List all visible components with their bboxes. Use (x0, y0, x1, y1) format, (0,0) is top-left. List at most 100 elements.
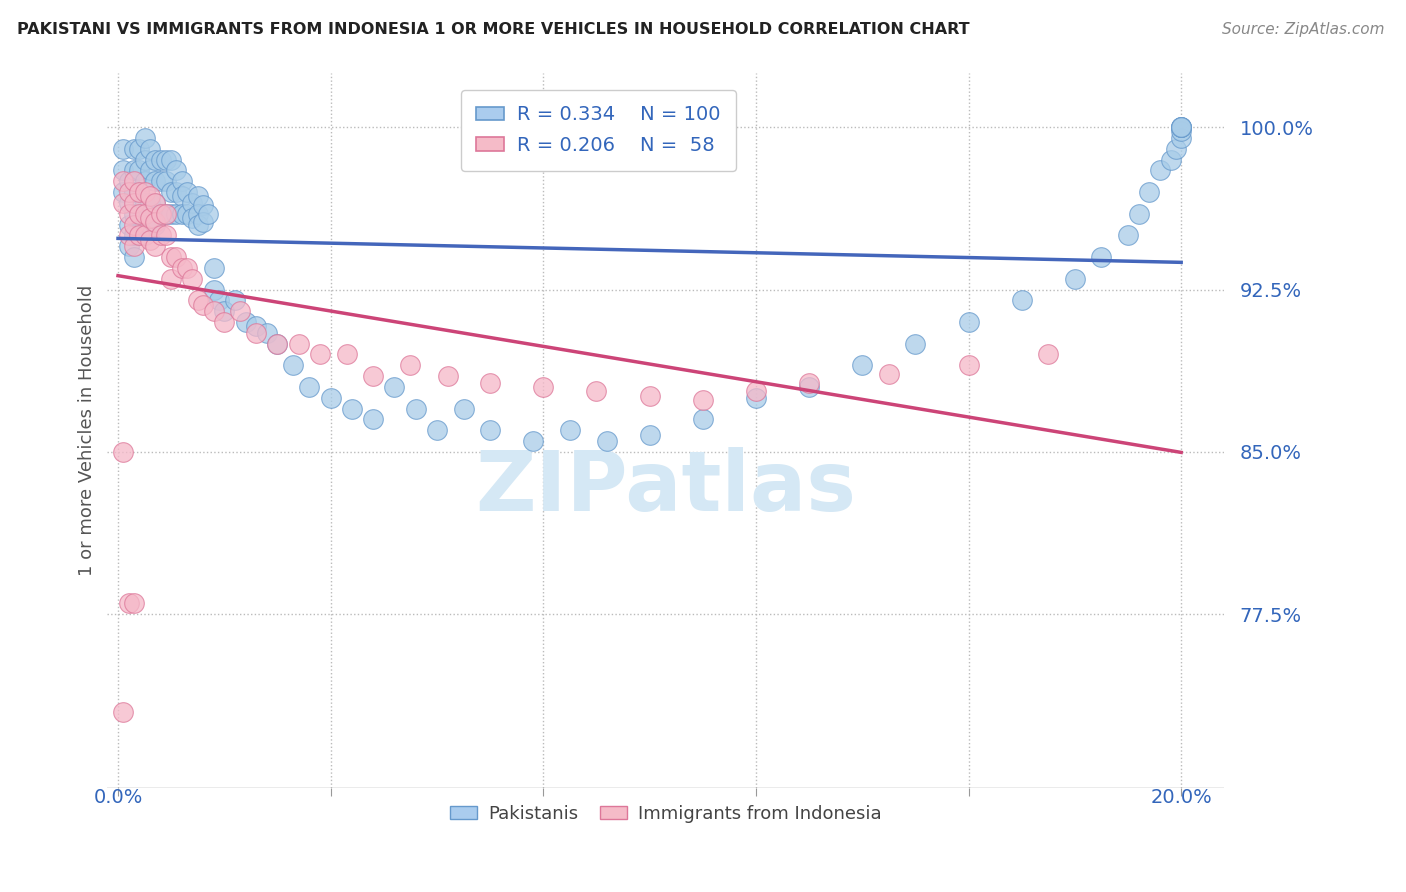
Point (143, 215, 166, 229)
Point (112, 163, 135, 178)
Point (1170, 124, 1192, 138)
Point (361, 412, 384, 426)
Point (166, 163, 188, 178)
Point (143, 239, 166, 253)
Point (309, 347, 332, 361)
Point (1170, 120, 1192, 135)
Point (191, 298, 214, 312)
Point (426, 423, 449, 437)
Point (122, 207, 145, 221)
Point (224, 293, 246, 308)
Point (399, 359, 422, 373)
Point (170, 174, 193, 188)
Point (155, 228, 177, 243)
Point (166, 185, 188, 199)
Point (122, 163, 145, 178)
Point (638, 389, 661, 403)
Legend: Pakistanis, Immigrants from Indonesia: Pakistanis, Immigrants from Indonesia (443, 797, 889, 830)
Point (155, 207, 177, 221)
Point (122, 228, 145, 243)
Point (531, 380, 554, 394)
Point (170, 189, 193, 203)
Point (181, 271, 204, 285)
Point (134, 207, 156, 221)
Point (197, 207, 219, 221)
Point (176, 185, 198, 199)
Point (155, 153, 177, 167)
Point (155, 207, 177, 221)
Point (797, 380, 820, 394)
Point (128, 185, 150, 199)
Point (1116, 228, 1139, 243)
Point (112, 174, 135, 188)
Point (436, 369, 458, 384)
Point (235, 315, 257, 329)
Point (904, 336, 927, 351)
Point (745, 384, 768, 399)
Point (176, 260, 198, 275)
Point (1160, 153, 1182, 167)
Point (122, 250, 145, 264)
Point (208, 293, 231, 308)
Point (143, 195, 166, 210)
Point (522, 434, 544, 448)
Point (122, 142, 145, 156)
Point (143, 218, 166, 232)
Point (128, 207, 150, 221)
Point (405, 401, 427, 416)
Point (957, 359, 980, 373)
Point (266, 336, 288, 351)
Point (1170, 131, 1192, 145)
Point (692, 392, 714, 407)
Point (1170, 120, 1192, 135)
Point (181, 195, 204, 210)
Point (877, 367, 900, 381)
Point (122, 239, 145, 253)
Point (245, 319, 267, 334)
Point (336, 347, 359, 361)
Point (117, 218, 139, 232)
Point (134, 174, 156, 188)
Point (160, 250, 183, 264)
Point (122, 597, 145, 611)
Point (1137, 185, 1160, 199)
Point (117, 174, 139, 188)
Point (479, 376, 502, 390)
Point (128, 163, 150, 178)
Point (149, 207, 172, 221)
Point (122, 185, 145, 199)
Point (191, 215, 214, 229)
Point (117, 207, 139, 221)
Point (202, 283, 225, 297)
Point (585, 384, 607, 399)
Point (479, 423, 502, 437)
Point (128, 228, 150, 243)
Point (1149, 163, 1171, 178)
Point (166, 250, 188, 264)
Point (1038, 347, 1060, 361)
Point (134, 185, 156, 199)
Point (128, 207, 150, 221)
Point (266, 336, 288, 351)
Point (170, 207, 193, 221)
Point (187, 293, 209, 308)
Point (957, 315, 980, 329)
Point (139, 218, 162, 232)
Text: Source: ZipAtlas.com: Source: ZipAtlas.com (1222, 22, 1385, 37)
Point (117, 185, 139, 199)
Point (139, 163, 162, 178)
Point (160, 207, 183, 221)
Point (139, 142, 162, 156)
Point (181, 211, 204, 225)
Text: ZIPatlas: ZIPatlas (475, 447, 856, 528)
Point (128, 228, 150, 243)
Point (160, 185, 183, 199)
Point (149, 228, 172, 243)
Point (453, 401, 475, 416)
Point (128, 185, 150, 199)
Point (160, 153, 183, 167)
Point (202, 304, 225, 318)
Point (134, 131, 156, 145)
Point (191, 198, 214, 212)
Point (143, 195, 166, 210)
